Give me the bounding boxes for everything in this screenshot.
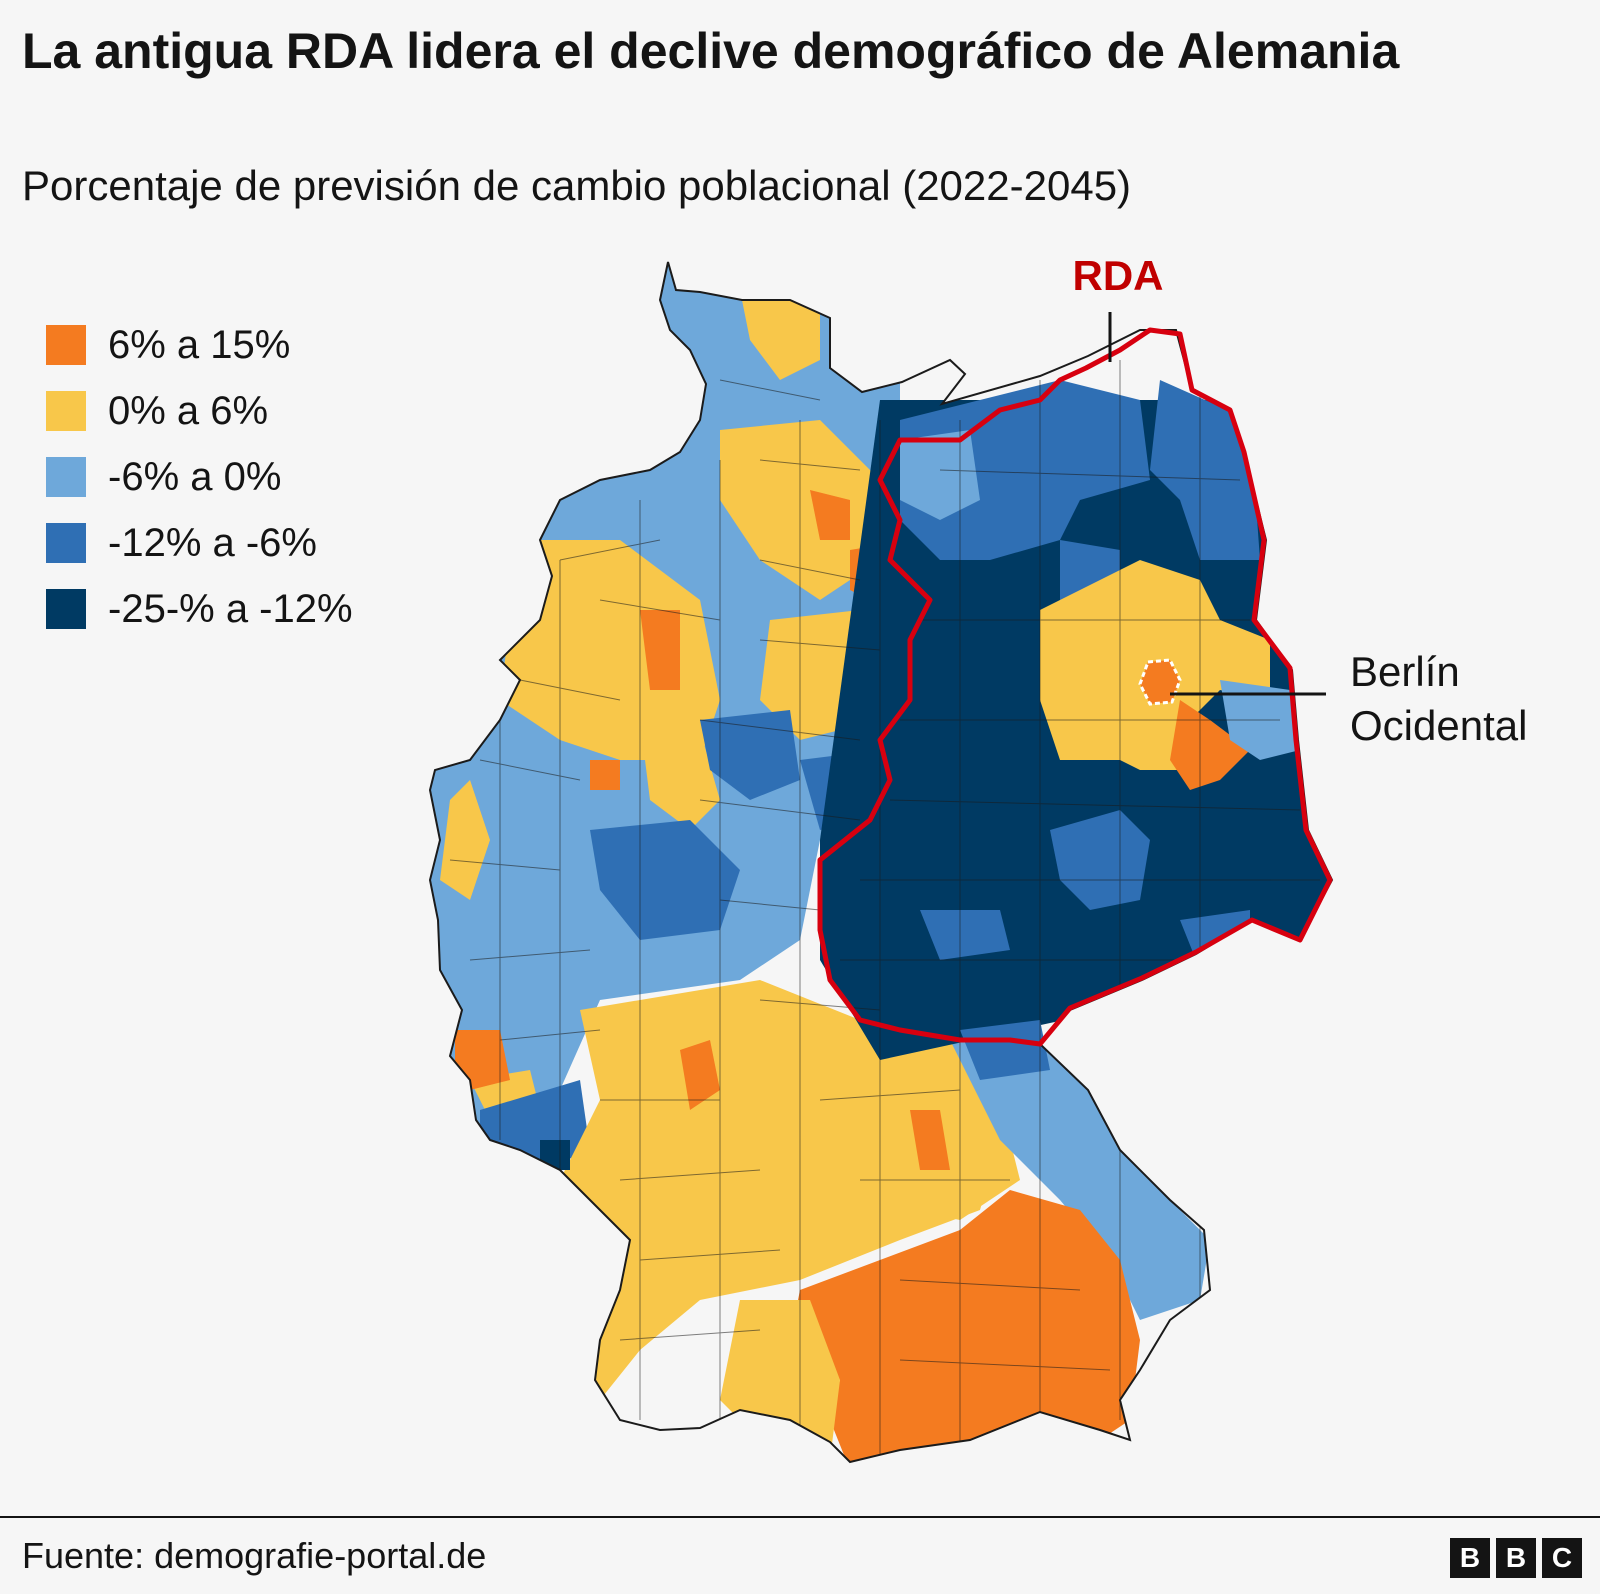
- region-cologne-yellow: [440, 780, 490, 900]
- legend-swatch: [46, 325, 86, 365]
- legend-swatch: [46, 457, 86, 497]
- legend-item: -25-% a -12%: [46, 576, 353, 642]
- region-nordhessen-blue: [700, 710, 800, 800]
- legend-item: 0% a 6%: [46, 378, 353, 444]
- region-hesse-central-blue: [590, 820, 740, 940]
- legend-swatch: [46, 391, 86, 431]
- region-westfalen-yellow: [640, 720, 720, 830]
- berlin-label-line2: Ocidental: [1350, 702, 1527, 749]
- chart-title: La antigua RDA lidera el declive demográ…: [22, 23, 1400, 79]
- source-credit: Fuente: demografie-portal.de: [22, 1535, 487, 1576]
- chart-subtitle: Porcentaje de previsión de cambio poblac…: [22, 162, 1132, 209]
- region-bavaria-orange: [790, 1190, 1140, 1462]
- district-regions: [430, 262, 1332, 1462]
- region-leipzig-blue: [1050, 810, 1150, 910]
- legend-label: -6% a 0%: [108, 455, 282, 499]
- legend-label: 0% a 6%: [108, 389, 269, 433]
- region-mecklenburg-blue: [900, 380, 1150, 560]
- region-potsdam-orange: [1170, 700, 1250, 790]
- legend-item: -6% a 0%: [46, 444, 353, 510]
- footer-divider: [0, 1516, 1600, 1518]
- legend-swatch: [46, 523, 86, 563]
- region-munster-orange: [590, 760, 620, 790]
- region-schleswig-yellow: [740, 290, 820, 380]
- region-northwest-yellow: [500, 540, 720, 760]
- region-thuringia-blue: [920, 910, 1010, 960]
- legend-label: 6% a 15%: [108, 323, 291, 367]
- region-franconia-yellow: [800, 1040, 1020, 1220]
- berlin-label-line1: Berlín: [1350, 648, 1460, 695]
- legend-item: -12% a -6%: [46, 510, 353, 576]
- legend-label: -12% a -6%: [108, 521, 317, 565]
- legend-swatch: [46, 589, 86, 629]
- region-nurnberg-orange: [910, 1110, 950, 1170]
- region-vogtland-blue: [960, 1020, 1050, 1080]
- rda-label: RDA: [1073, 252, 1164, 299]
- legend: 6% a 15% 0% a 6% -6% a 0% -12% a -6% -25…: [46, 312, 353, 642]
- legend-item: 6% a 15%: [46, 312, 353, 378]
- logo-letter: C: [1542, 1538, 1582, 1578]
- region-hamburg-orange: [810, 490, 850, 540]
- region-saarbrucken-dark: [540, 1140, 570, 1170]
- district-borders: [449, 360, 1320, 1460]
- logo-letter: B: [1496, 1538, 1536, 1578]
- region-upper-franconia-light-blue: [940, 1020, 1210, 1320]
- region-frankfurt-orange: [640, 610, 680, 690]
- region-rhein-main-orange: [680, 1040, 720, 1110]
- rda-border: [817, 327, 1333, 1047]
- legend-label: -25-% a -12%: [108, 587, 353, 631]
- region-trier-orange: [455, 1030, 510, 1090]
- logo-letter: B: [1450, 1538, 1490, 1578]
- bbc-logo: B B C: [1450, 1538, 1582, 1578]
